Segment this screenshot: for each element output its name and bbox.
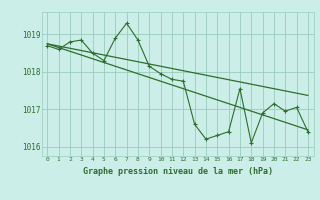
X-axis label: Graphe pression niveau de la mer (hPa): Graphe pression niveau de la mer (hPa) xyxy=(83,167,273,176)
